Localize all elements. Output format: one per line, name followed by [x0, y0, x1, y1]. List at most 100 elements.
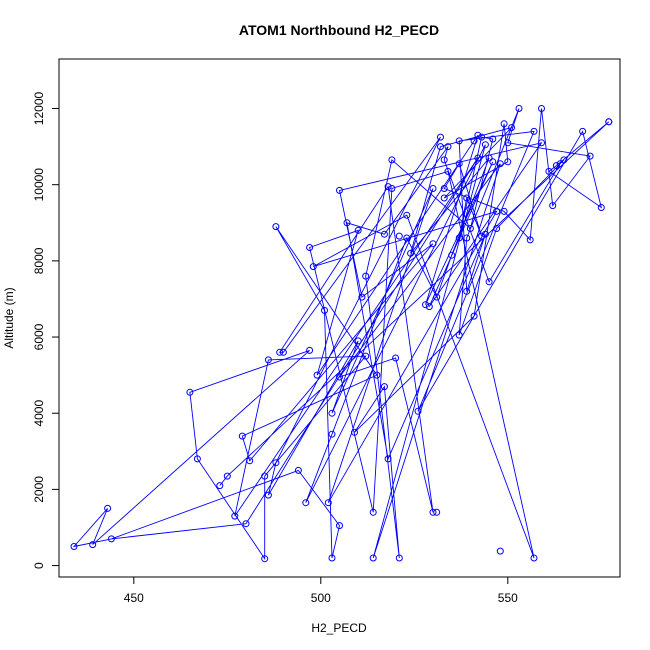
- data-point: [264, 491, 272, 499]
- data-point: [324, 499, 332, 507]
- data-point: [489, 158, 497, 166]
- y-axis-label: Altitude (m): [2, 287, 16, 348]
- data-point: [552, 162, 560, 170]
- data-point: [70, 543, 78, 550]
- data-point: [272, 459, 280, 467]
- data-point: [380, 383, 388, 391]
- x-tick-label: 500: [311, 591, 331, 605]
- data-point: [279, 348, 287, 356]
- series-line: [72, 108, 610, 561]
- data-point: [369, 554, 377, 562]
- data-point: [89, 541, 97, 549]
- data-point: [380, 230, 388, 238]
- data-point: [321, 306, 328, 314]
- data-point: [485, 278, 493, 286]
- data-point: [530, 127, 538, 135]
- y-tick-label: 8000: [32, 247, 46, 274]
- data-point: [515, 105, 523, 112]
- data-point: [261, 472, 269, 480]
- data-point: [440, 194, 448, 202]
- data-point: [463, 234, 471, 242]
- data-point: [429, 508, 437, 516]
- data-point: [470, 137, 478, 145]
- data-point: [485, 154, 493, 162]
- data-point: [107, 535, 115, 543]
- data-point: [193, 455, 201, 463]
- data-point: [302, 499, 310, 507]
- data-point: [474, 154, 482, 162]
- data-point: [328, 554, 336, 562]
- y-tick-label: 0: [32, 562, 46, 569]
- data-point: [223, 472, 231, 480]
- x-tick-label: 450: [124, 591, 144, 605]
- data-point: [549, 202, 557, 210]
- data-point: [605, 118, 613, 126]
- data-point: [440, 185, 448, 192]
- data-point: [294, 466, 302, 474]
- data-point: [504, 158, 512, 166]
- data-point: [242, 520, 250, 528]
- data-point: [403, 234, 411, 242]
- data-point: [238, 432, 246, 440]
- data-point: [429, 185, 437, 192]
- data-point: [336, 373, 343, 381]
- data-point: [343, 219, 351, 227]
- data-point: [579, 127, 587, 135]
- data-point: [272, 223, 280, 231]
- data-point: [470, 312, 478, 320]
- plot-area: [70, 105, 613, 563]
- data-point: [261, 555, 269, 563]
- data-point: [425, 303, 433, 311]
- data-point: [354, 337, 362, 345]
- data-point: [440, 156, 448, 164]
- data-point: [306, 244, 314, 251]
- data-point: [369, 508, 377, 516]
- data-point: [508, 124, 515, 132]
- data-point: [388, 156, 396, 164]
- data-point: [496, 160, 504, 168]
- data-point: [104, 504, 112, 512]
- data-point: [231, 512, 239, 520]
- data-point: [597, 204, 605, 211]
- data-point: [500, 120, 508, 128]
- data-point: [463, 194, 471, 202]
- data-point: [481, 230, 489, 238]
- data-point: [313, 371, 321, 379]
- data-point: [586, 152, 594, 160]
- data-point: [336, 186, 343, 194]
- y-tick-label: 10000: [32, 168, 46, 202]
- data-point: [276, 348, 284, 356]
- data-point: [392, 354, 400, 362]
- data-point: [373, 371, 381, 379]
- data-point: [466, 225, 474, 232]
- data-point: [448, 251, 456, 259]
- y-tick-label: 12000: [32, 91, 46, 125]
- data-point: [407, 249, 415, 257]
- data-point: [493, 207, 501, 215]
- data-point: [530, 554, 538, 562]
- data-point: [388, 185, 396, 192]
- data-point: [362, 272, 370, 280]
- data-point: [351, 428, 358, 436]
- data-point: [384, 455, 392, 463]
- data-point: [264, 356, 272, 364]
- data-point: [328, 409, 336, 417]
- data-point: [556, 160, 564, 168]
- data-point: [246, 457, 254, 465]
- data-point: [560, 156, 568, 164]
- data-point: [437, 143, 444, 151]
- data-point: [309, 263, 317, 271]
- data-point: [216, 482, 224, 490]
- y-tick-label: 2000: [32, 476, 46, 503]
- data-point: [463, 287, 471, 295]
- x-tick-label: 550: [498, 591, 518, 605]
- data-point: [474, 131, 482, 139]
- data-point: [429, 240, 437, 248]
- data-point: [336, 522, 343, 530]
- x-axis: 450 500 550: [124, 577, 518, 605]
- data-point: [493, 225, 501, 232]
- data-point: [433, 508, 441, 516]
- data-point: [362, 352, 370, 360]
- data-point: [444, 143, 452, 151]
